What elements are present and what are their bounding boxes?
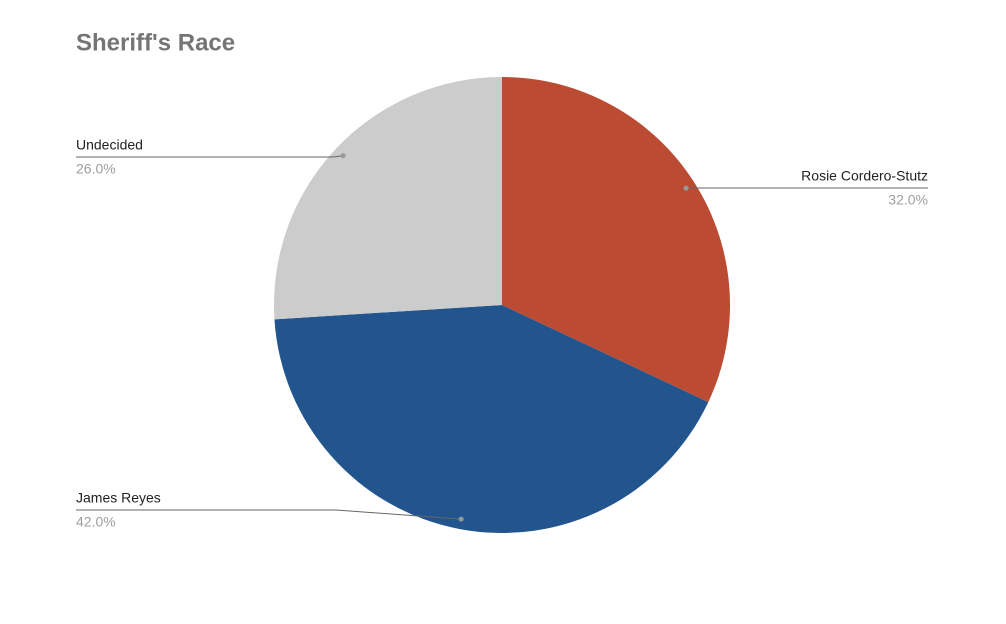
data-label: 42.0% bbox=[76, 514, 116, 530]
leader-dot bbox=[340, 153, 346, 159]
pie-slice bbox=[274, 77, 502, 320]
legend-label: Undecided bbox=[76, 137, 143, 153]
chart-title: Sheriff's Race bbox=[76, 29, 235, 56]
data-label: 26.0% bbox=[76, 161, 116, 177]
data-label: 32.0% bbox=[888, 192, 928, 208]
leader-line bbox=[76, 509, 462, 520]
leader-dot bbox=[683, 185, 689, 191]
pie-slice bbox=[274, 305, 709, 534]
leader-dot bbox=[458, 516, 464, 522]
legend-label: Rosie Cordero-Stutz bbox=[801, 168, 928, 184]
leader-line bbox=[76, 155, 344, 158]
legend-label: James Reyes bbox=[76, 490, 161, 506]
pie-slice bbox=[502, 77, 730, 403]
